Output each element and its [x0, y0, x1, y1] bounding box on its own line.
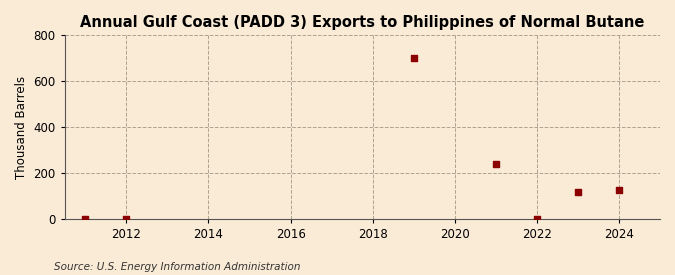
- Point: [572, 189, 583, 194]
- Point: [614, 187, 624, 192]
- Title: Annual Gulf Coast (PADD 3) Exports to Philippines of Normal Butane: Annual Gulf Coast (PADD 3) Exports to Ph…: [80, 15, 645, 30]
- Y-axis label: Thousand Barrels: Thousand Barrels: [15, 76, 28, 179]
- Point: [491, 162, 502, 166]
- Text: Source: U.S. Energy Information Administration: Source: U.S. Energy Information Administ…: [54, 262, 300, 272]
- Point: [408, 56, 419, 60]
- Point: [121, 217, 132, 222]
- Point: [39, 217, 50, 222]
- Point: [80, 217, 90, 222]
- Point: [531, 217, 542, 222]
